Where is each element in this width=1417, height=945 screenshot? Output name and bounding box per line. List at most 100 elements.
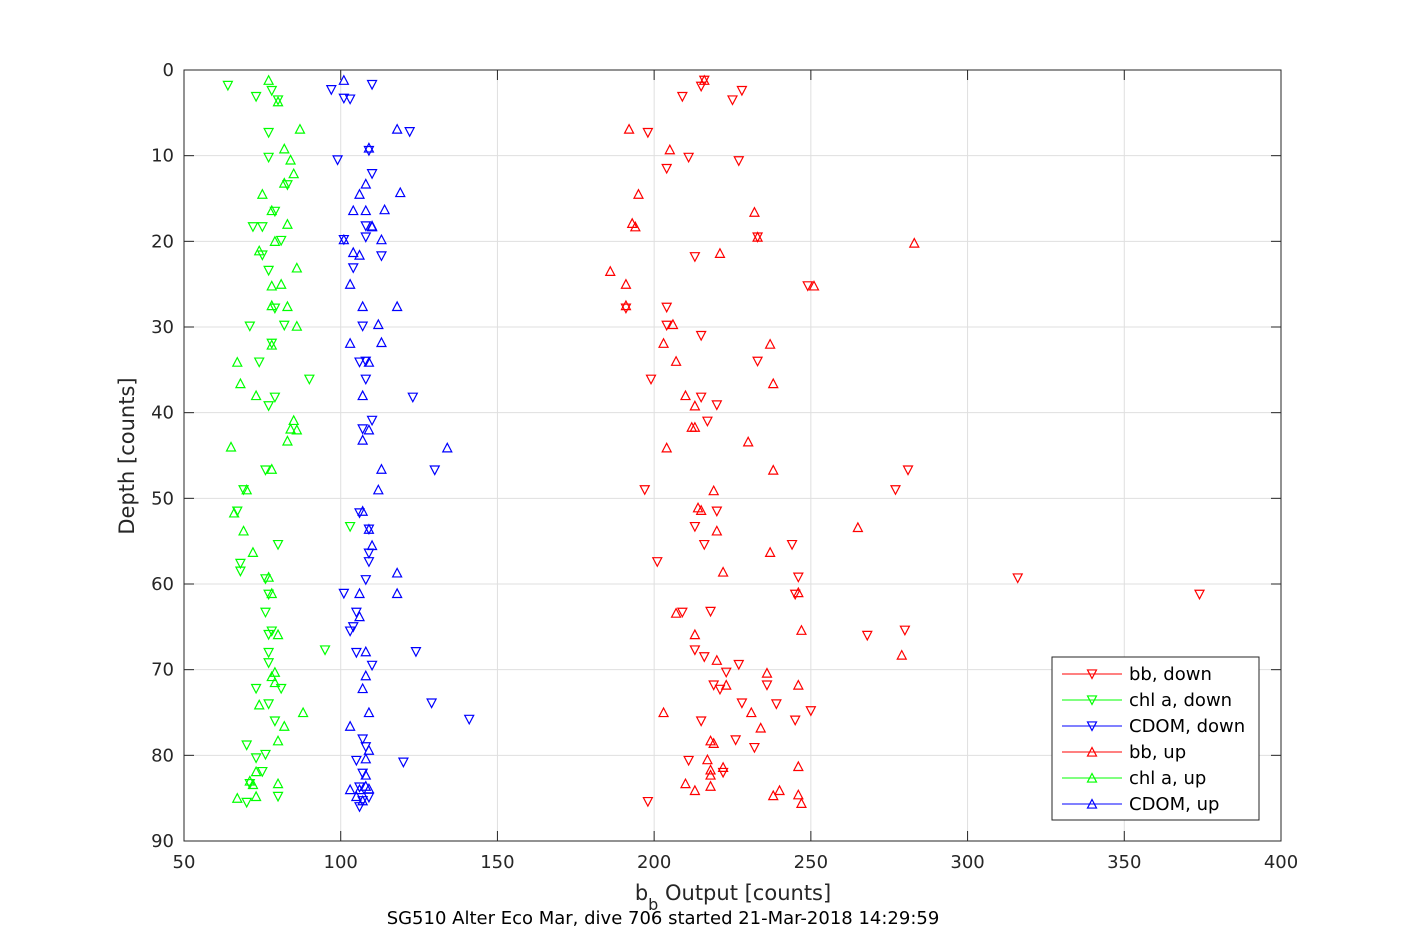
data-point: [363, 706, 375, 718]
data-point: [764, 546, 776, 557]
legend-marker: [1086, 695, 1098, 706]
data-point: [705, 780, 717, 791]
data-point: [658, 337, 670, 348]
data-point: [670, 607, 682, 618]
data-point: [701, 416, 713, 428]
y-tick-label: 10: [151, 146, 174, 167]
data-point: [269, 235, 281, 246]
data-point: [354, 508, 366, 519]
data-point: [360, 575, 372, 586]
data-point: [344, 337, 356, 348]
y-tick-label: 50: [151, 488, 174, 509]
data-point: [263, 658, 275, 669]
data-point: [266, 85, 278, 97]
data-point: [354, 587, 366, 599]
data-point: [238, 525, 250, 536]
data-point: [350, 790, 362, 802]
data-point: [642, 127, 654, 139]
data-point: [332, 155, 344, 166]
series-chl-a-up: [225, 74, 309, 803]
data-point: [347, 622, 359, 633]
data-point: [250, 765, 262, 777]
data-point: [278, 143, 290, 154]
data-point: [375, 251, 387, 262]
data-point: [708, 484, 720, 496]
data-point: [698, 539, 710, 551]
data-point: [228, 507, 240, 518]
data-point: [275, 683, 287, 695]
legend-marker: [1086, 798, 1098, 809]
x-tick-labels: 50 100 150 200 250 300 350 400: [173, 852, 1299, 873]
data-point: [661, 320, 673, 332]
data-point: [250, 753, 262, 764]
data-point: [639, 485, 651, 496]
data-point: [792, 679, 804, 690]
legend: bb, down chl a, down CDOM, down bb, up chl a…: [1051, 656, 1260, 821]
data-point: [736, 698, 748, 709]
data-point: [360, 204, 372, 216]
x-tick-label: 250: [794, 852, 828, 873]
data-point: [899, 625, 911, 637]
data-point: [266, 280, 278, 291]
data-point: [241, 740, 253, 751]
data-point: [661, 302, 673, 314]
data-point: [354, 610, 366, 622]
x-tick-label: 150: [480, 852, 514, 873]
data-point: [764, 338, 776, 349]
data-point: [281, 300, 293, 312]
data-point: [391, 123, 403, 134]
legend-marker: [1086, 772, 1098, 783]
data-point: [632, 188, 644, 199]
data-point: [363, 744, 375, 755]
data-point: [263, 589, 275, 601]
data-point: [670, 355, 682, 366]
data-point: [234, 377, 246, 389]
data-point: [717, 761, 729, 772]
data-point: [786, 539, 798, 551]
data-point: [266, 587, 278, 599]
data-point: [363, 356, 375, 367]
data-point: [394, 186, 406, 198]
data-point: [363, 142, 375, 153]
data-point: [266, 299, 278, 311]
data-point: [281, 218, 293, 229]
data-point: [360, 178, 372, 189]
data-point: [604, 265, 616, 276]
data-point: [755, 722, 767, 733]
data-point: [241, 483, 253, 495]
data-point: [1194, 589, 1206, 601]
data-point: [770, 699, 782, 710]
x-tick-label: 50: [173, 852, 196, 873]
data-point: [698, 652, 710, 663]
data-point: [717, 767, 729, 779]
data-point: [711, 654, 723, 665]
data-point: [789, 589, 801, 601]
data-point: [375, 233, 387, 245]
data-point: [366, 415, 378, 427]
data-point: [303, 374, 315, 386]
data-point: [278, 177, 290, 188]
data-point: [357, 389, 369, 401]
data-point: [360, 769, 372, 780]
data-point: [294, 123, 306, 134]
data-point: [269, 392, 281, 404]
data-point: [375, 336, 387, 348]
data-point: [736, 85, 748, 97]
data-point: [259, 574, 271, 585]
data-point: [761, 680, 773, 691]
data-point: [278, 720, 290, 731]
data-point: [272, 95, 284, 107]
data-point: [272, 777, 284, 789]
data-point: [231, 792, 243, 803]
data-point: [391, 567, 403, 578]
data-point: [360, 752, 372, 764]
data-point: [363, 145, 375, 157]
legend-marker: [1086, 721, 1098, 732]
data-point: [792, 788, 804, 800]
data-point: [250, 389, 262, 401]
data-point: [250, 790, 262, 802]
data-point: [792, 586, 804, 598]
data-point: [272, 734, 284, 746]
data-point: [231, 506, 243, 517]
data-point: [234, 566, 246, 577]
